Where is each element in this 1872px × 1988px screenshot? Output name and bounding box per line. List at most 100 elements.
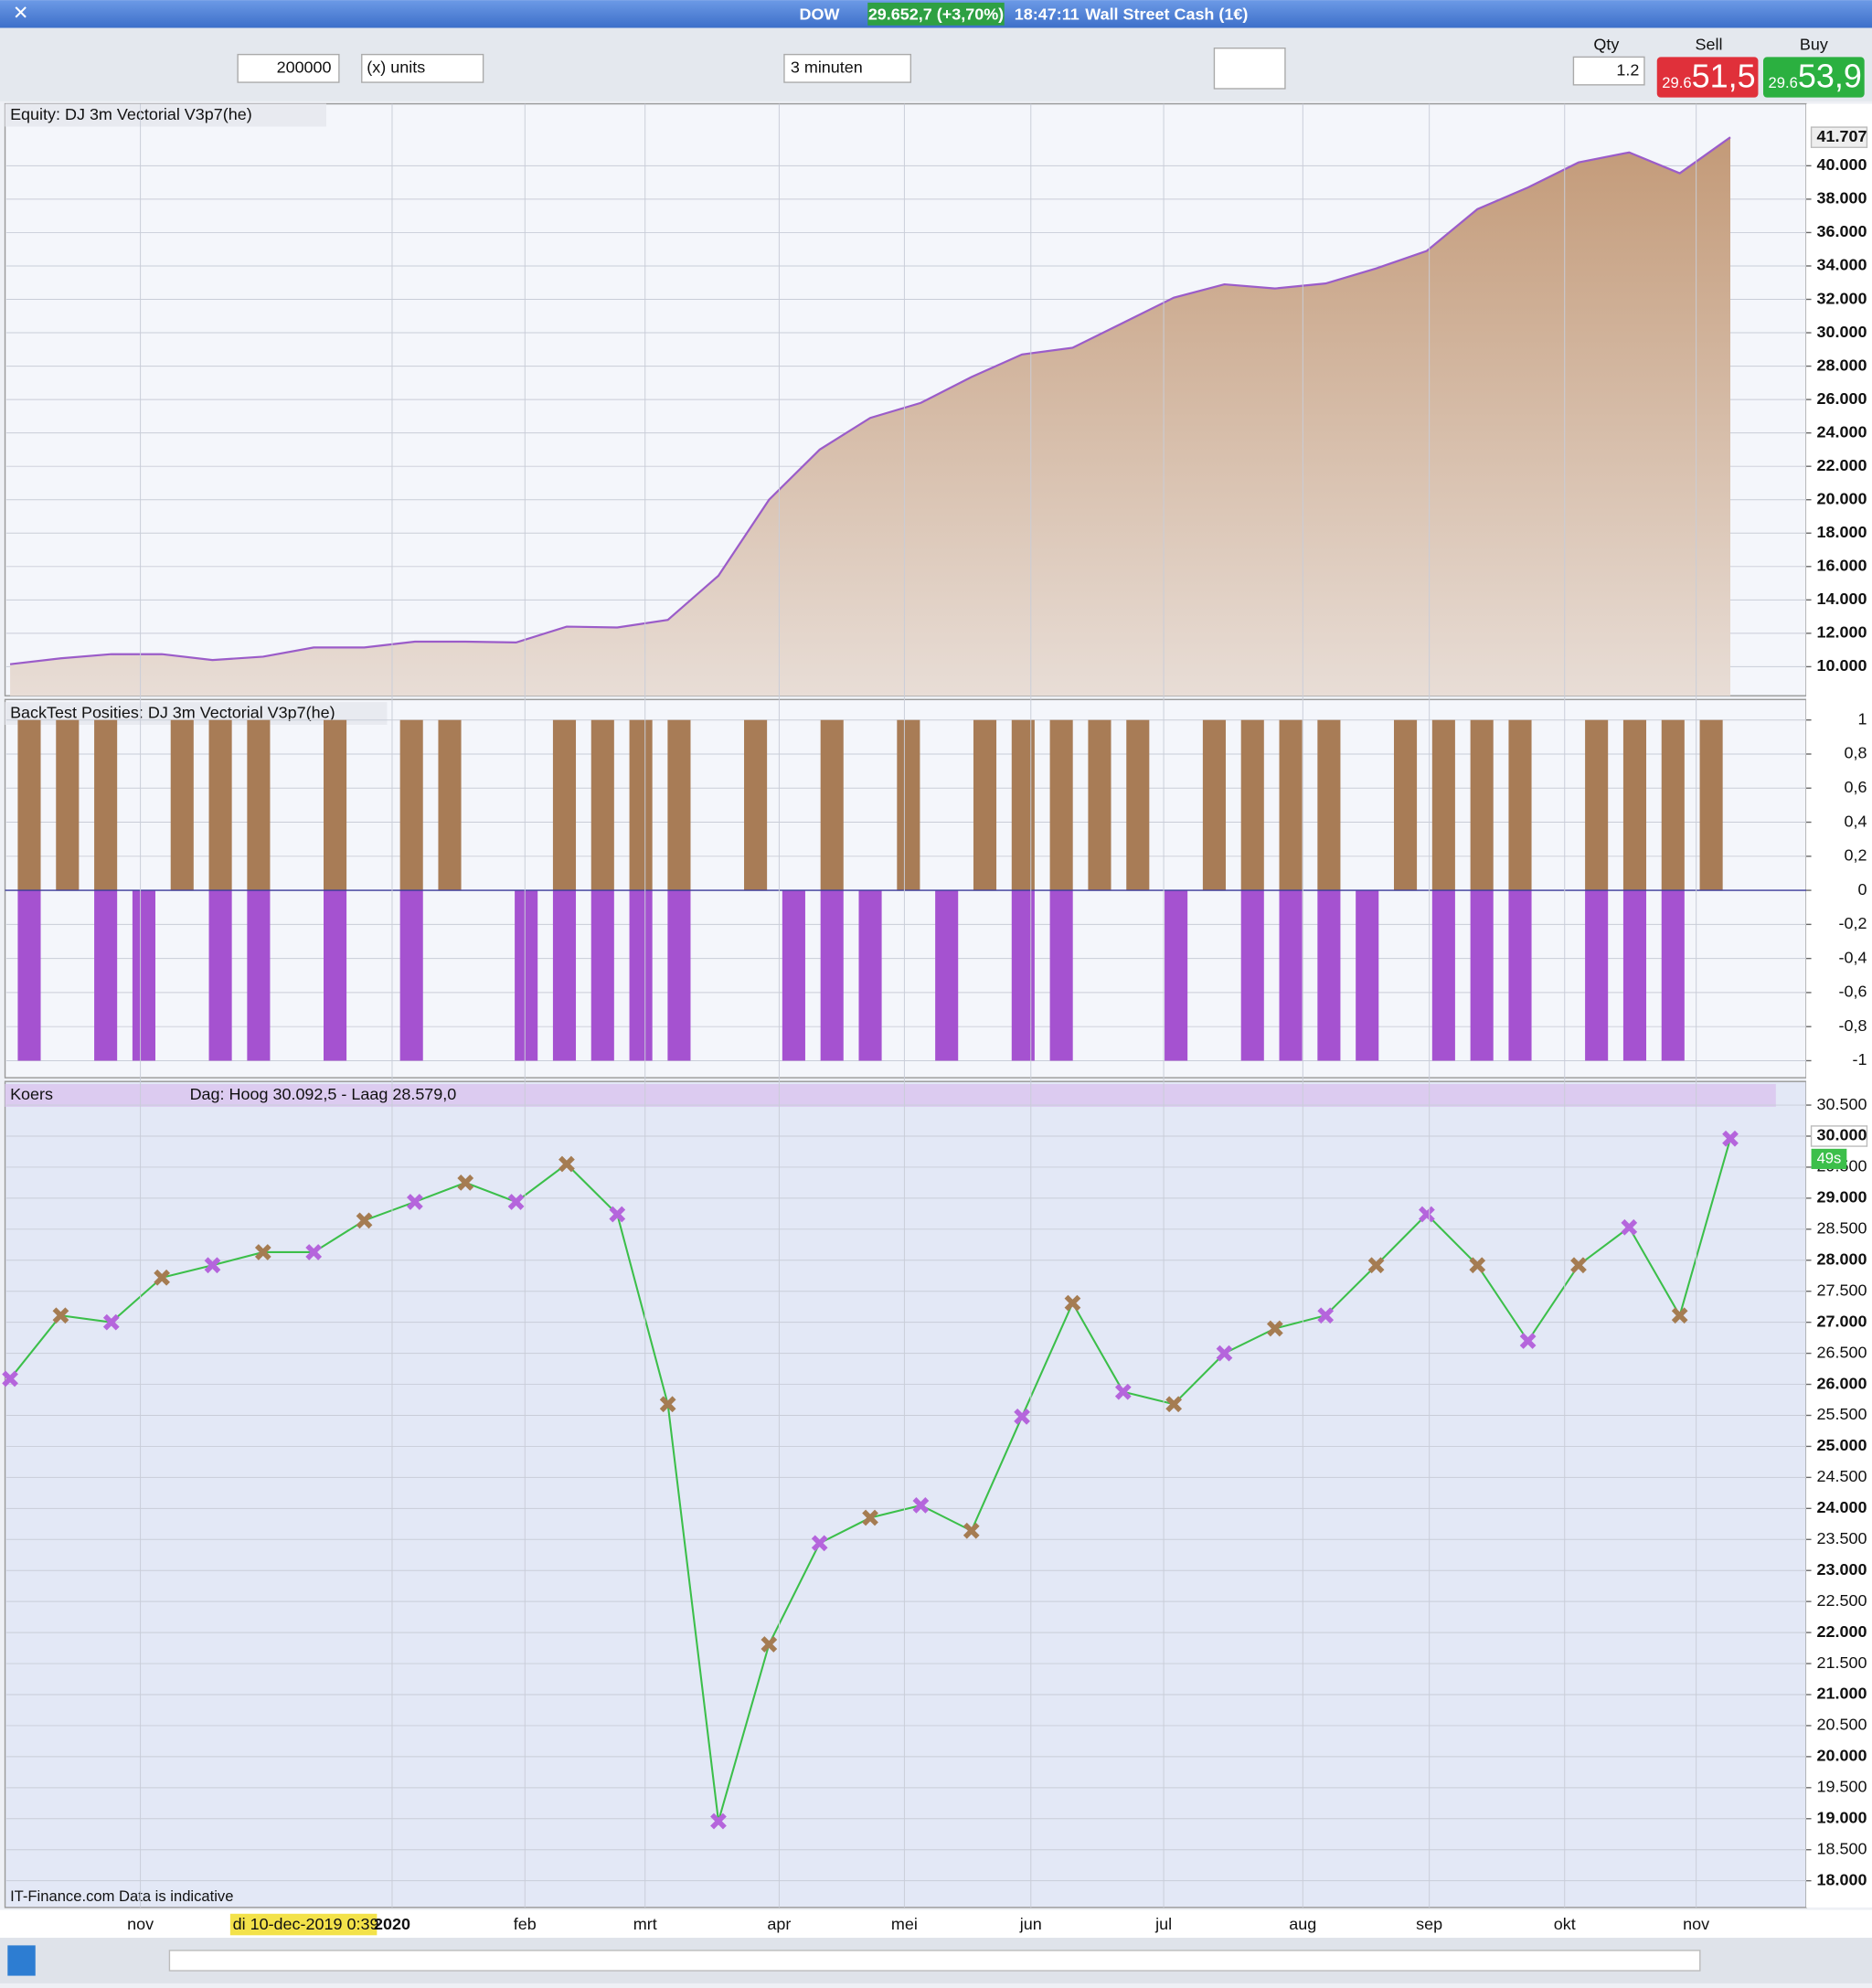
qty-label: Qty	[1593, 36, 1619, 54]
panel-header	[5, 1084, 1776, 1107]
trade-marker	[204, 1257, 221, 1274]
size-input[interactable]	[237, 53, 340, 83]
position-bar	[1585, 719, 1609, 891]
position-bar	[590, 719, 614, 891]
position-bar	[1508, 719, 1532, 891]
position-bar	[1049, 890, 1073, 1061]
position-bar	[208, 890, 232, 1061]
current-value-label: 30.000	[1816, 1126, 1867, 1144]
y-tick-label: 26.000	[1816, 389, 1867, 408]
position-bar	[782, 890, 805, 1061]
y-tick-label: -0,8	[1838, 1016, 1867, 1035]
symbol[interactable]: DOW	[800, 5, 840, 23]
value-axis	[1806, 103, 1872, 1908]
qty-input[interactable]	[1572, 56, 1645, 86]
trade-marker	[1114, 1383, 1132, 1400]
y-tick-label: 29.000	[1816, 1188, 1867, 1207]
y-tick-label: 27.000	[1816, 1312, 1867, 1330]
chart-type-button[interactable]	[1213, 48, 1286, 90]
trade-marker	[52, 1307, 69, 1324]
position-bar	[1622, 719, 1647, 891]
buy-button[interactable]	[1762, 57, 1865, 98]
equity-line	[9, 136, 1731, 665]
trade-marker	[1722, 1130, 1739, 1147]
position-bar	[1508, 890, 1532, 1061]
y-tick-label: -0,2	[1838, 914, 1867, 932]
interval: 3 minuten	[791, 58, 863, 77]
trade-marker	[102, 1313, 120, 1331]
trade-marker	[1469, 1257, 1486, 1274]
position-bar	[1431, 719, 1455, 891]
scrollbar[interactable]	[168, 1950, 1701, 1972]
y-tick-label: 26.500	[1816, 1343, 1867, 1361]
x-tick-label: jul	[1154, 1915, 1172, 1933]
trade-marker	[1266, 1320, 1283, 1337]
y-tick-label: 10.000	[1816, 656, 1867, 675]
y-tick-label: 23.000	[1816, 1560, 1867, 1579]
trade-marker	[659, 1396, 676, 1413]
x-tick-label: 2020	[374, 1915, 410, 1933]
price-panel	[4, 1080, 1807, 1908]
position-bar	[629, 719, 653, 891]
x-tick-label: sep	[1416, 1915, 1442, 1933]
units-select[interactable]	[361, 53, 484, 83]
position-bar	[1165, 890, 1188, 1061]
instrument: Wall Street Cash (1€)	[1085, 5, 1248, 23]
position-bar	[1699, 719, 1723, 891]
trade-marker	[1621, 1218, 1638, 1236]
current-value-box	[1810, 1125, 1868, 1147]
y-tick-label: 24.500	[1816, 1467, 1867, 1485]
trade-marker	[1419, 1206, 1435, 1223]
x-tick-label: okt	[1554, 1915, 1576, 1933]
y-tick-label: 23.500	[1816, 1529, 1867, 1547]
share-button[interactable]	[7, 1945, 36, 1976]
trade-marker	[1165, 1396, 1183, 1413]
position-bar	[208, 719, 232, 891]
trade-marker	[710, 1813, 727, 1830]
panel-title: BackTest Posities: DJ 3m Vectorial V3p7(…	[10, 703, 335, 721]
y-tick-label: 22.000	[1816, 456, 1867, 474]
position-bar	[324, 719, 347, 891]
position-bar	[1393, 719, 1418, 891]
position-bar	[744, 719, 768, 891]
interval-select[interactable]	[783, 53, 912, 83]
y-tick-label: 18.500	[1816, 1839, 1867, 1857]
current-value-box	[1810, 126, 1868, 148]
x-tick-label: apr	[767, 1915, 791, 1933]
position-bar	[1470, 890, 1494, 1061]
y-tick-label: 22.000	[1816, 1622, 1867, 1641]
trade-marker	[2, 1370, 18, 1387]
trade-marker	[1367, 1257, 1385, 1274]
position-bar	[247, 719, 271, 891]
position-bar	[1240, 890, 1264, 1061]
close-button[interactable]: ✕	[13, 3, 28, 24]
sell-button[interactable]	[1656, 57, 1759, 98]
y-tick-label: 25.000	[1816, 1436, 1867, 1454]
position-bar	[858, 890, 882, 1061]
position-bar	[1661, 890, 1685, 1061]
buy-price: 53,9	[1798, 57, 1862, 94]
position-bar	[1470, 719, 1494, 891]
trade-marker	[457, 1175, 474, 1191]
qty: 1.2	[1616, 60, 1639, 79]
position-bar	[399, 890, 423, 1061]
y-tick-label: 16.000	[1816, 557, 1867, 575]
panel-title: Koers	[10, 1085, 53, 1103]
countdown: 49s	[1817, 1149, 1842, 1166]
position-bar	[1126, 719, 1150, 891]
trade-marker	[507, 1194, 525, 1210]
y-tick-label: 21.500	[1816, 1653, 1867, 1672]
position-bar	[1356, 890, 1379, 1061]
position-bar	[1202, 719, 1226, 891]
x-tick-label: nov	[1683, 1915, 1709, 1933]
footer: IT-Finance.com Data is indicative	[10, 1887, 233, 1905]
sell-prefix: 29.6	[1662, 74, 1691, 91]
position-bar	[590, 890, 614, 1061]
position-bar	[438, 719, 462, 891]
position-bar	[1622, 890, 1647, 1061]
y-tick-label: 21.000	[1816, 1685, 1867, 1703]
trade-marker	[1671, 1307, 1688, 1324]
trade-marker	[254, 1244, 271, 1260]
position-bar	[1088, 719, 1112, 891]
y-tick-label: 34.000	[1816, 256, 1867, 274]
